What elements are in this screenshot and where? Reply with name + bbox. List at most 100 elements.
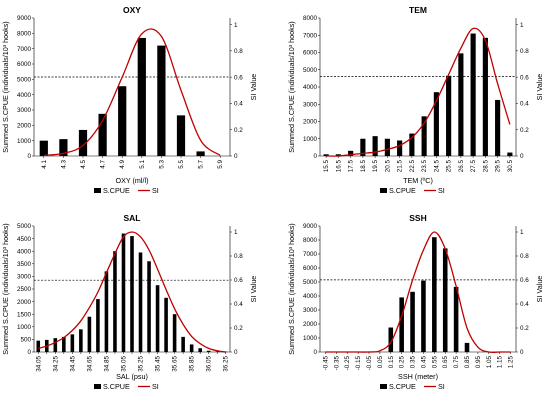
x-axis-label: SAL (psu) bbox=[116, 372, 148, 381]
x-tick-label: 0.35 bbox=[410, 356, 417, 369]
y-tick-label: 9000 bbox=[303, 223, 318, 230]
x-tick-label: 35.65 bbox=[172, 356, 179, 372]
y2-tick-label: 1 bbox=[520, 22, 524, 29]
x-tick-label: 17.5 bbox=[348, 160, 355, 173]
si-line bbox=[326, 27, 511, 157]
y-axis-label: Summed S.CPUE (individuals/10³ hooks) bbox=[1, 223, 10, 354]
x-tick-label: 34.85 bbox=[103, 356, 110, 372]
x-tick-label: -0.25 bbox=[344, 356, 351, 371]
bar bbox=[482, 37, 488, 156]
bar bbox=[147, 261, 151, 352]
bar bbox=[39, 140, 48, 156]
x-tick-label: 0.75 bbox=[453, 356, 460, 369]
y-tick-label: 5000 bbox=[17, 223, 32, 230]
y2-tick-label: 0.2 bbox=[234, 325, 243, 332]
y2-tick-label: 0.8 bbox=[234, 253, 243, 260]
y-tick-label: 3000 bbox=[17, 274, 32, 281]
bar bbox=[397, 140, 403, 156]
x-tick-label: 0.05 bbox=[377, 356, 384, 369]
bar bbox=[78, 129, 88, 156]
si-line bbox=[43, 28, 221, 156]
x-tick-label: 0.95 bbox=[475, 356, 482, 369]
y-tick-label: 500 bbox=[20, 337, 31, 344]
y-tick-label: 2000 bbox=[303, 119, 318, 126]
bar bbox=[433, 92, 439, 156]
y-tick-label: 0 bbox=[313, 349, 317, 356]
bar bbox=[157, 45, 166, 156]
chart-title: SAL bbox=[124, 213, 141, 223]
bar bbox=[96, 299, 100, 352]
x-tick-label: 36.05 bbox=[206, 356, 213, 372]
x-tick-label: 25.5 bbox=[446, 160, 453, 173]
legend-si-label: SI bbox=[438, 382, 445, 391]
bar bbox=[198, 348, 202, 352]
x-tick-label: 5.3 bbox=[158, 160, 165, 169]
y-tick-label: 1000 bbox=[17, 138, 32, 145]
bar bbox=[113, 251, 117, 352]
y2-tick-label: 0 bbox=[520, 153, 524, 160]
x-tick-label: 4.7 bbox=[100, 160, 107, 169]
y-axis-label: Summed S.CPUE (individuals/10³ hooks) bbox=[287, 21, 296, 152]
bar bbox=[59, 139, 68, 156]
x-tick-label: 0.55 bbox=[431, 356, 438, 369]
bar bbox=[421, 116, 427, 156]
bar bbox=[399, 297, 404, 352]
y2-tick-label: 0.2 bbox=[234, 127, 243, 134]
x-tick-label: 28.5 bbox=[482, 160, 489, 173]
y-tick-label: 1000 bbox=[17, 324, 32, 331]
y-tick-label: 3000 bbox=[17, 107, 32, 114]
bar bbox=[79, 329, 83, 352]
y-tick-label: 5000 bbox=[303, 279, 318, 286]
x-tick-label: 18.5 bbox=[360, 160, 367, 173]
y2-tick-label: 1 bbox=[234, 229, 238, 236]
x-tick-label: 4.5 bbox=[80, 160, 87, 169]
y-axis-label: Summed S.CPUE (individuals/10³ hooks) bbox=[1, 21, 10, 152]
y-tick-label: 6000 bbox=[303, 265, 318, 272]
legend-bar-swatch bbox=[380, 188, 387, 193]
bar bbox=[432, 237, 437, 352]
y2-tick-label: 0.8 bbox=[520, 253, 529, 260]
y2-axis-label: SI Value bbox=[249, 74, 258, 101]
x-tick-label: 35.05 bbox=[120, 356, 127, 372]
y-tick-label: 8000 bbox=[303, 237, 318, 244]
x-tick-label: 34.05 bbox=[35, 356, 42, 372]
x-tick-label: 1.15 bbox=[497, 356, 504, 369]
x-tick-label: 16.5 bbox=[335, 160, 342, 173]
chart-panel-oxy: OXY 0 1000 2000 3000 4000 5000 6000 7000 8000 9000… bbox=[1, 5, 258, 195]
bar bbox=[453, 286, 459, 352]
si-line bbox=[38, 231, 226, 353]
x-tick-label: 1.25 bbox=[508, 356, 515, 369]
bar bbox=[442, 248, 448, 352]
legend-bar-label: S.CPUE bbox=[103, 382, 130, 391]
bar bbox=[130, 236, 134, 352]
y-tick-label: 6000 bbox=[17, 61, 32, 68]
x-tick-label: -0.45 bbox=[322, 356, 329, 371]
bar bbox=[196, 151, 205, 156]
y2-tick-label: 1 bbox=[520, 229, 524, 236]
x-tick-label: 4.9 bbox=[119, 160, 126, 169]
bar bbox=[215, 351, 220, 352]
legend-si-label: SI bbox=[152, 382, 159, 391]
y2-tick-label: 0.6 bbox=[520, 74, 529, 81]
bar bbox=[70, 334, 75, 352]
y-tick-label: 5000 bbox=[17, 77, 32, 84]
x-tick-label: 34.45 bbox=[69, 356, 76, 372]
x-tick-label: 22.5 bbox=[409, 160, 416, 173]
y-tick-label: 0 bbox=[27, 153, 31, 160]
legend-bar-swatch bbox=[380, 384, 387, 389]
y2-tick-label: 0.8 bbox=[520, 48, 529, 55]
x-tick-label: -0.15 bbox=[355, 356, 362, 371]
y2-tick-label: 1 bbox=[234, 22, 238, 29]
bar bbox=[104, 271, 109, 352]
y-tick-label: 1000 bbox=[303, 335, 318, 342]
x-tick-label: 4.3 bbox=[60, 160, 67, 169]
y2-tick-label: 0.2 bbox=[520, 325, 529, 332]
y2-tick-label: 0 bbox=[520, 349, 524, 356]
y-tick-label: 3500 bbox=[17, 261, 32, 268]
y-tick-label: 0 bbox=[27, 349, 31, 356]
bar bbox=[137, 37, 146, 156]
y-tick-label: 4000 bbox=[303, 293, 318, 300]
x-tick-label: 20.5 bbox=[384, 160, 391, 173]
legend-bar-label: S.CPUE bbox=[103, 186, 130, 195]
y2-tick-label: 0.4 bbox=[234, 101, 243, 108]
